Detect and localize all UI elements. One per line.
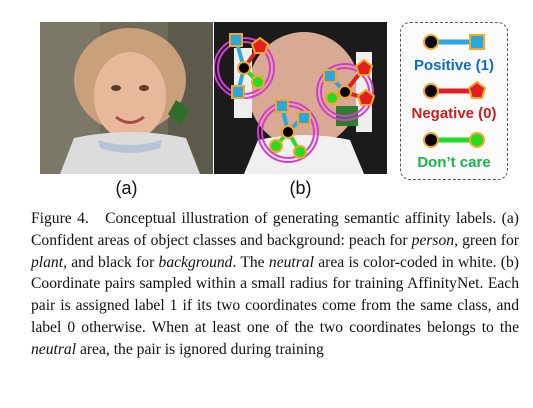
- legend-box: Positive (1) Negative (0) Don’t care: [400, 22, 508, 180]
- legend-dont-care-label: Don’t care: [417, 154, 491, 171]
- panel-a-photo: [40, 22, 213, 174]
- caption-label: Figure 4.: [31, 210, 89, 227]
- caption-term-background: background: [158, 253, 233, 271]
- caption-text-6: area, the pair is ignored during trainin…: [76, 340, 324, 358]
- caption-term-person: person: [411, 231, 455, 249]
- negative-pair-icon: [423, 80, 487, 99]
- sampling-group-left: [214, 33, 275, 99]
- caption-text-5: area is color-coded in white. (b) Coordi…: [31, 253, 519, 336]
- caption-text-1: Conceptual illustration of generating se…: [31, 210, 519, 249]
- caption-text-4: . The: [232, 253, 269, 271]
- child-photo: [40, 22, 213, 174]
- caption-term-plant: plant: [31, 253, 64, 271]
- sampling-group-right: [316, 58, 376, 121]
- subfigure-label-a: (a): [115, 178, 138, 198]
- figure-caption: Figure 4. Conceptual illustration of gen…: [31, 208, 519, 361]
- caption-term-neutral-2: neutral: [31, 340, 77, 358]
- panel-b-affinity: [214, 22, 387, 174]
- bottom-fade: [290, 378, 533, 408]
- affinity-illustration: [214, 22, 387, 174]
- caption-text-2: , green for: [454, 231, 519, 249]
- sampling-group-bottom: [257, 99, 319, 163]
- caption-term-neutral: neutral: [268, 253, 314, 271]
- caption-text-3: , and black for: [63, 253, 159, 271]
- positive-pair-icon: [423, 34, 485, 50]
- dont-care-pair-icon: [423, 132, 485, 148]
- legend-positive-label: Positive (1): [413, 57, 495, 74]
- subfigure-label-b: (b): [289, 178, 312, 198]
- legend-negative-label: Negative (0): [411, 105, 497, 122]
